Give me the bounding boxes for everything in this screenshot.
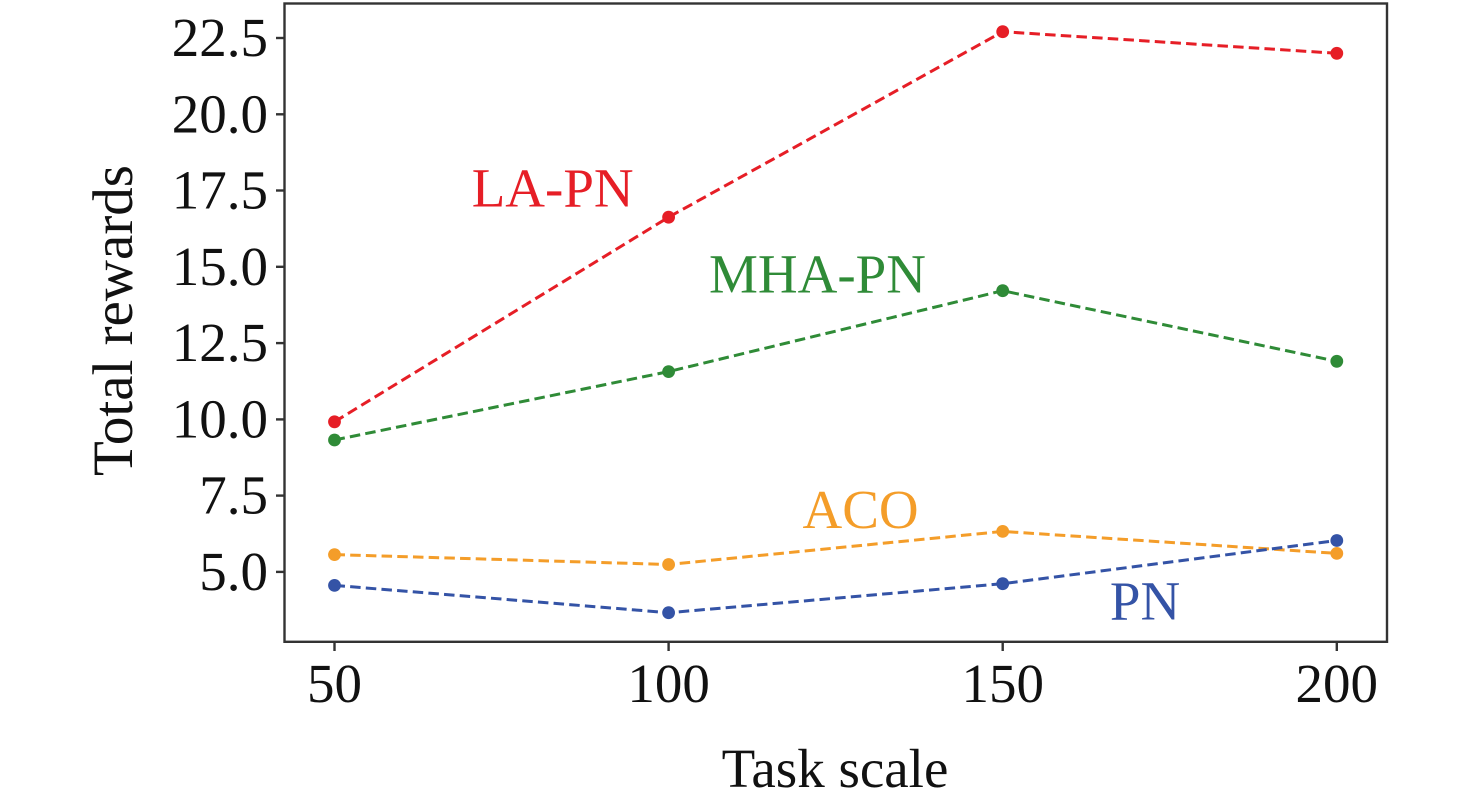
svg-text:12.5: 12.5 (172, 312, 268, 373)
svg-text:150: 150 (961, 653, 1044, 714)
svg-text:ACO: ACO (803, 479, 919, 540)
svg-text:22.5: 22.5 (172, 7, 268, 68)
svg-text:5.0: 5.0 (199, 541, 268, 602)
svg-text:LA-PN: LA-PN (472, 158, 634, 219)
svg-text:MHA-PN: MHA-PN (709, 244, 926, 305)
svg-text:100: 100 (627, 653, 710, 714)
svg-text:PN: PN (1110, 570, 1180, 631)
svg-text:7.5: 7.5 (199, 465, 268, 526)
svg-text:10.0: 10.0 (172, 388, 268, 449)
svg-text:Task scale: Task scale (722, 738, 949, 799)
svg-text:17.5: 17.5 (172, 160, 268, 221)
svg-text:50: 50 (307, 653, 362, 714)
svg-text:20.0: 20.0 (172, 83, 268, 144)
svg-text:Total rewards: Total rewards (82, 165, 145, 476)
svg-text:200: 200 (1296, 653, 1379, 714)
svg-text:15.0: 15.0 (172, 236, 268, 297)
